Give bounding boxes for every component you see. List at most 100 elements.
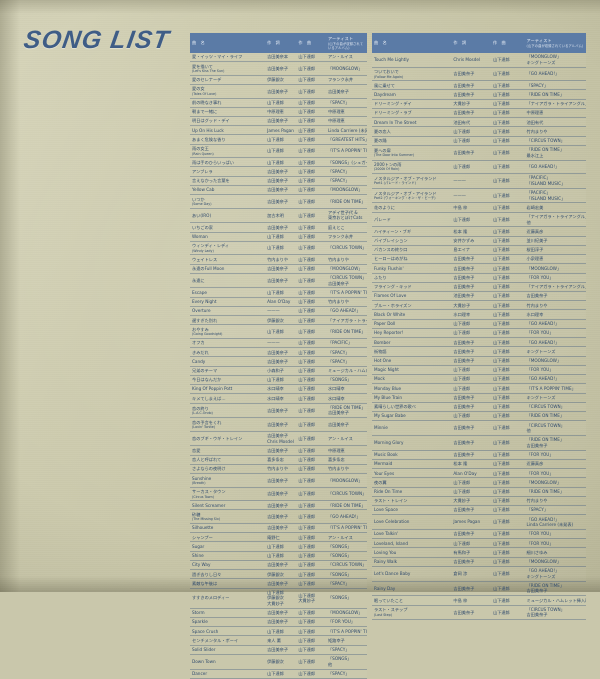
table-row[interactable]: Sunshine (Breath) 吉田美奈子 山下達郎 「MOONGLOW」 — [190, 473, 367, 488]
table-row[interactable]: Monday Blue 山下達郎 山下達郎 「IT'S A POPPIN' TIME」 — [372, 383, 586, 394]
table-row[interactable]: Love Talkin' 吉田美奈子 山下達郎 「FOR YOU」 — [372, 529, 586, 540]
table-row[interactable]: Loveland, Island 山下達郎 山下達郎 「FOR YOU」 — [372, 538, 586, 549]
table-row[interactable]: 過ぎ去りし日々 伊藤銀次 山下達郎 「SONGS」 — [190, 569, 367, 580]
table-row[interactable]: おやすみ (Going Goodnight) 山下達郎 山下達郎 「RIDE ON TI… — [190, 324, 367, 339]
table-row[interactable]: Love Space 吉田美奈子 山下達郎 「SPACY」 — [372, 505, 586, 516]
table-row[interactable]: My Sugar Babe 山下達郎 山下達郎 「RIDE ON TIME」 — [372, 411, 586, 422]
table-row[interactable]: ラスト・トレイン 大貫妙子 山下達郎 竹内まりや — [372, 496, 586, 507]
table-row[interactable]: 街物語 吉田美奈子 山下達郎 キングトーンズ — [372, 346, 586, 357]
table-row[interactable]: ブルー・ホライズン 大貫妙子 山下達郎 竹内まりや — [372, 300, 586, 311]
table-row[interactable]: Dream In The Street 池田有代 山下達郎 池田有代 — [372, 117, 586, 128]
table-row[interactable]: Loving You 有馬和子 山下達郎 細川さゆみ — [372, 547, 586, 558]
table-row[interactable]: オフカ ——— 山下達郎 「PACIFIC」 — [190, 338, 367, 349]
table-row[interactable]: 愛・イッツ・マイ・ライフ 吉田美奈本 山下達郎 アン・ルイス — [190, 53, 367, 63]
table-row[interactable]: My Blue Train 吉田美奈子 山下達郎 キングトーンズ — [372, 393, 586, 403]
table-row[interactable]: ドリーミング・ラブ 吉田美奈子 山下達郎 中原理恵 — [372, 108, 586, 119]
table-row[interactable]: Rainy Walk 吉田美奈子 山下達郎 「MOONGLOW」 — [372, 557, 586, 567]
table-row[interactable]: Morning Glory 吉田美奈子 山下達郎 「RIDE ON TIME」 吉田美奈… — [372, 435, 586, 451]
table-row[interactable]: Up On His Luck James Pagan 山下達郎 Linda Carri… — [190, 125, 367, 136]
table-row[interactable]: ノスタルジア・オブ・アイランド Part1 (パレード・ラインド) ——— 山下達郎「… — [372, 173, 586, 189]
table-row[interactable]: あい(IRO) 加古木明 山下達郎 アデイ世子代 & 東京おとぼけCats — [190, 208, 367, 224]
table-row[interactable]: Overture ——— 山下達郎 「GO AHEAD!」 — [190, 306, 367, 317]
table-row[interactable]: Daydream 吉田美奈子 山下達郎 「RIDE ON TIME」 — [372, 89, 586, 100]
table-row[interactable]: キメてしまえば… 水口晴幸 山下達郎 水口晴幸 — [190, 393, 367, 404]
table-row[interactable]: Love Celebration James Pagan 山下達郎 「GO AHEAD… — [372, 514, 586, 530]
table-row[interactable]: 素晴らしい世界の歌べ 吉田美奈子 山下達郎 「CIRCUS TOWN」 — [372, 402, 586, 413]
table-row[interactable]: Candy 吉田美奈子 山下達郎 「SPACY」 — [190, 356, 367, 367]
table-row[interactable]: Yellow Cab 吉田美奈子 山下達郎 「MOONGLOW」 — [190, 185, 367, 196]
table-row[interactable]: 愛の女 (Tales Of Love) 吉田美奈子 山下達郎 吉田美奈子 — [190, 84, 367, 99]
table-row[interactable]: ふたり 吉田美奈子 山下達郎 「FOR YOU」 — [372, 273, 586, 283]
table-row[interactable]: Down Town 伊藤銀次 山下達郎 「SONGS」他 — [190, 654, 367, 670]
table-row[interactable]: Shine 山下達郎 山下達郎 「SONGS」 — [190, 551, 367, 561]
table-row[interactable]: King Of Poppin Pott 水口晴幸 山下達郎 水口晴幸 — [190, 384, 367, 395]
table-row[interactable]: すすきのメロディー 山下達郎 伊藤銀次 大貫妙子 山下達郎 大貫妙子 「SONGS」 — [190, 588, 367, 609]
table-row[interactable]: Sparkle 吉田美奈子 山下達郎 「FOR YOU」 — [190, 617, 367, 628]
table-row[interactable]: ドリーミング・デイ 大貫妙子 山下達郎 「ナイアガラ・トライアングル」 — [372, 99, 586, 109]
table-row[interactable]: 風に乗せて 吉田美奈子 山下達郎 「SPACY」 — [372, 80, 586, 91]
table-row[interactable]: バイブレイション 安井かずみ 山下達郎 並川紀美子 — [372, 236, 586, 246]
table-row[interactable]: 砂糖 (The Missing Six) 吉田美奈子 山下達郎 「GO AHEAD!」 — [190, 509, 367, 524]
table-row[interactable]: 恋愛 吉田美奈子 山下達郎 中原理恵 — [190, 445, 367, 456]
table-row[interactable]: Touch Me Lightly Chris Mosdel 山下達郎 「MOONGLO… — [372, 53, 586, 68]
table-row[interactable]: Flames Of Love 池田美奈子 山下達郎 吉田美奈子 — [372, 291, 586, 302]
table-row[interactable]: 夏の恋人 山下達郎 山下達郎 竹内まりや — [372, 126, 586, 137]
table-row[interactable]: ハイティーン・ブギ 松本 隆山下達郎 近藤真彦 — [372, 226, 586, 237]
table-row[interactable]: 恋人と呼ばれて 喜多条忠 山下達郎 喜多条忠 — [190, 455, 367, 465]
table-row[interactable]: サーカス・タウン (Circus Town) 吉田美奈子 山下達郎 「CIRCUS TO… — [190, 487, 367, 502]
table-row[interactable]: 夏の踊 山下達郎 山下達郎 「CIRCUS TOWN」 — [372, 136, 586, 146]
table-row[interactable]: さよならの夜明け 竹内まりや 山下達郎 竹内まりや — [190, 464, 367, 475]
table-row[interactable]: Music Book 吉田美奈子 山下達郎 「FOR YOU」 — [372, 450, 586, 460]
table-row[interactable]: Mermaid 松本 隆山下達郎 近藤真彦 — [372, 459, 586, 470]
table-row[interactable]: Sugar 山下達郎 山下達郎 「SONGS」 — [190, 541, 367, 552]
table-row[interactable]: Let's Dance Baby 倉岡 渉山下達郎 「GO AHEAD!」 キングトー… — [372, 566, 586, 582]
table-row[interactable]: Silent Screamer 吉田美奈子 山下達郎 「RIDE ON TIME」 — [190, 500, 367, 511]
table-row[interactable]: いつか (Some Day) 吉田美奈子 山下達郎 「RIDE ON TIME」 — [190, 194, 367, 209]
table-row[interactable]: Dancer 山下達郎 山下達郎 「SPACY」 — [190, 669, 367, 679]
table-row[interactable]: 明日はグッド・デイ 吉田美奈子 山下達郎 中原理恵 — [190, 116, 367, 127]
table-row[interactable]: パレード 山下達郎 山下達郎 「ナイアガラ・トライアングル」他 — [372, 212, 586, 228]
table-row[interactable]: Mock 山下達郎 山下達郎 「GO AHEAD!」 — [372, 374, 586, 385]
table-row[interactable]: 今日はなんだか 山下達郎 山下達郎 「SONGS」 — [190, 375, 367, 386]
table-row[interactable]: 言えなかった言葉を 吉田美奈子 山下達郎 「SPACY」 — [190, 176, 367, 186]
table-row[interactable]: あまく危険な香り 山下達郎 山下達郎 「GREATEST HITS」 — [190, 134, 367, 145]
table-row[interactable]: 朝まで一緒に 中原理恵 山下達郎 中原理恵 — [190, 107, 367, 117]
table-row[interactable]: いちごの家 吉田美奈子 山下達郎 庭えとこ — [190, 222, 367, 233]
table-row[interactable]: Storm 吉田美奈子 山下達郎 「MOONGLOW」 — [190, 608, 367, 618]
table-row[interactable]: 恋のブギ・ウギ・トレイン 吉田美奈子 Chris Mosdel 山下達郎 アン・ルイス — [190, 431, 367, 447]
table-row[interactable]: 恋の予言をくれ (Lovin' Tonite) 吉田美奈子 山下達郎 吉田美奈子 — [190, 417, 367, 432]
table-row[interactable]: ヒーローはめがね 吉田美奈子 山下達郎 小泉理恵 — [372, 254, 586, 265]
table-row[interactable]: Every Night Alan O'Day 山下達郎 竹内まりや — [190, 297, 367, 307]
table-row[interactable]: フライング・キッド 吉田美奈子 山下達郎 「ナイアガラ・トライアングル」 — [372, 282, 586, 292]
table-row[interactable]: 永遠に 吉田美奈子 山下達郎 「CIRCUS TOWN」 吉田美奈子 — [190, 273, 367, 289]
table-row[interactable]: Hey Reporter! 山下達郎 山下達郎 「FOR YOU」 — [372, 328, 586, 339]
table-row[interactable]: Bomber 吉田美奈子 山下達郎 「GO AHEAD!」 — [372, 337, 586, 348]
table-row[interactable]: ラスト・ステップ (Last Step) 吉田美奈子 山下達郎 「CIRCUS TOWN… — [372, 605, 586, 621]
table-row[interactable]: ついておいで (Follow Me Again) 吉田美奈子 山下達郎 「GO AHEA… — [372, 67, 586, 82]
table-row[interactable]: 雨の女王 (Rain Queen) 山下達郎 山下達郎 「IT'S A POPPIN' … — [190, 144, 367, 159]
table-row[interactable]: シャンプー 庵野仁 山下達郎 アン・ルイス — [190, 532, 367, 543]
table-row[interactable]: 愛のセレナーデ 伊藤銀次 山下達郎 フランク永井 — [190, 75, 367, 85]
table-row[interactable]: Ride On Time 山下達郎 山下達郎 「RIDE ON TIME」 — [372, 487, 586, 497]
table-row[interactable]: Minnie 吉田美奈子 山下達郎 「CIRCUS TOWN」他 — [372, 420, 586, 436]
table-row[interactable]: ウェイトレス 竹内まりや 山下達郎 竹内まりや — [190, 254, 367, 265]
table-row[interactable]: Solid Slider 吉田美奈子 山下達郎 「SPACY」 — [190, 645, 367, 655]
table-row[interactable]: Paper Doll 山下達郎 山下達郎 「GO AHEAD!」 — [372, 319, 586, 329]
table-row[interactable]: Black Or White 水口理幸 山下達郎 水口理幸 — [372, 309, 586, 320]
table-row[interactable]: Your Eyes Alan O'Day 山下達郎 「FOR YOU」 — [372, 468, 586, 479]
table-row[interactable]: 永遠のFull Moon 吉田美奈子 山下達郎 「MOONGLOW」 — [190, 264, 367, 274]
table-row[interactable]: 愛を描いて (Let's Kiss The Sun) 吉田美奈子 山下達郎 「MOONG… — [190, 61, 367, 76]
table-row[interactable]: Woman 山下達郎 山下達郎 フランク永井 — [190, 232, 367, 242]
table-row[interactable]: Magic Night 山下達郎 山下達郎 「FOR YOU」 — [372, 365, 586, 376]
table-row[interactable]: 夏への扉 (The Door Into Summer) 吉田美奈子 山下達郎 「RIDE… — [372, 145, 586, 161]
table-row[interactable]: 前の晩なき事れ 山下達郎 山下達郎 「SPACY」 — [190, 98, 367, 108]
table-row[interactable]: センチメンタル・ボーイ 来人 薫山下達郎 矩路幸子 — [190, 635, 367, 646]
table-row[interactable]: 花のように 中島 梓山下達郎 岩崎宏美 — [372, 202, 586, 213]
table-row[interactable]: 素敵な午後は 吉田美奈子 山下達郎 「SPACY」 — [190, 578, 367, 589]
